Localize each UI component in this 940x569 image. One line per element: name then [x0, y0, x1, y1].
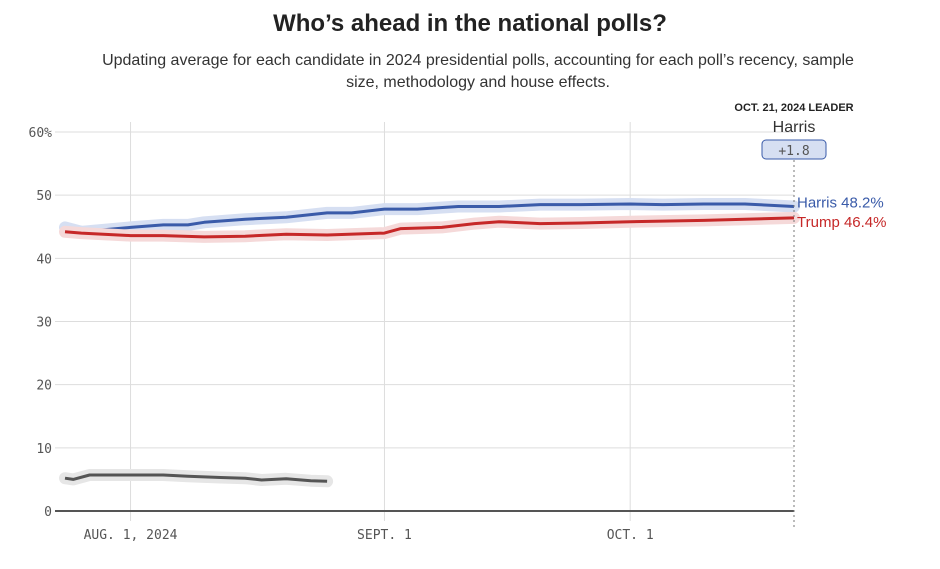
y-tick-label: 0 — [44, 505, 52, 520]
series-line-harris — [64, 202, 795, 234]
leader-margin-badge — [761, 139, 827, 160]
x-tick-label: SEPT. 1 — [357, 528, 412, 543]
end-label-harris: Harris 48.2% — [797, 195, 884, 212]
y-tick-label: 20 — [36, 379, 52, 394]
series-line-trump — [64, 216, 795, 239]
x-tick-label: AUG. 1, 2024 — [84, 528, 178, 543]
chart-subtitle: Updating average for each candidate in 2… — [102, 52, 854, 91]
end-label-trump: Trump 46.4% — [797, 214, 886, 231]
y-tick-label: 60% — [29, 126, 53, 141]
leader-margin: +1.8 — [778, 144, 809, 159]
y-tick-label: 10 — [36, 442, 52, 457]
leader-name: Harris — [773, 119, 816, 136]
leader-heading: OCT. 21, 2024 LEADER — [734, 102, 853, 114]
y-tick-label: 40 — [36, 252, 52, 267]
x-tick-label: OCT. 1 — [607, 528, 654, 543]
y-tick-label: 50 — [36, 189, 52, 204]
y-tick-label: 30 — [36, 316, 52, 331]
series-line-other — [64, 473, 328, 483]
chart-title: Who’s ahead in the national polls? — [273, 10, 667, 37]
